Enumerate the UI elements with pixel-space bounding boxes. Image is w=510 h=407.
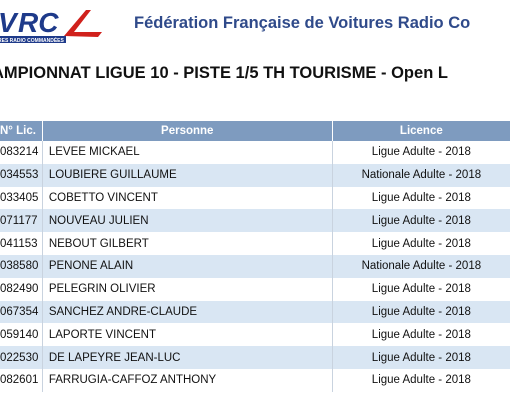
licence-type: Ligue Adulte - 2018 [371, 374, 471, 387]
licence-type: Ligue Adulte - 2018 [371, 237, 471, 250]
licence-number: 071177 [0, 214, 38, 227]
table-row: 041153 NEBOUT GILBERT Ligue Adulte - 201… [0, 232, 510, 255]
person-name: DE LAPEYRE JEAN-LUC [48, 351, 181, 364]
person-name: LEVEE MICKAEL [48, 146, 140, 159]
licence-number: 034553 [0, 169, 39, 182]
licence-number: 038580 [0, 260, 39, 273]
column-divider [41, 121, 43, 141]
table-row: 071177 NOUVEAU JULIEN Ligue Adulte - 201… [0, 209, 510, 233]
column-divider [331, 121, 333, 141]
licence-type: Ligue Adulte - 2018 [371, 328, 471, 341]
licence-number: 083214 [0, 146, 39, 159]
column-header-lic: N° Lic. [0, 125, 36, 137]
table-row: 033405 COBETTO VINCENT Ligue Adulte - 20… [0, 186, 510, 210]
column-header-licence: Licence [399, 125, 443, 137]
table-header: N° Lic. Personne Licence [0, 121, 510, 141]
licence-number: 022530 [0, 351, 39, 364]
svg-text:V: V [0, 7, 19, 38]
person-name: NEBOUT GILBERT [48, 237, 149, 250]
person-name: PENONE ALAIN [48, 260, 134, 273]
licence-type: Ligue Adulte - 2018 [371, 305, 471, 318]
licence-number: 082601 [0, 374, 39, 387]
table-row: 083214 LEVEE MICKAEL Ligue Adulte - 2018 [0, 141, 510, 164]
table-row: 059140 LAPORTE VINCENT Ligue Adulte - 20… [0, 323, 510, 347]
licence-type: Ligue Adulte - 2018 [371, 191, 471, 204]
column-header-person: Personne [161, 125, 214, 137]
person-name: PELEGRIN OLIVIER [48, 283, 156, 296]
table-row: 022530 DE LAPEYRE JEAN-LUC Ligue Adulte … [0, 346, 510, 369]
page-title: AMPIONNAT LIGUE 10 - PISTE 1/5 TH TOURIS… [0, 64, 448, 82]
table-row: 082490 PELEGRIN OLIVIER Ligue Adulte - 2… [0, 277, 510, 301]
person-name: FARRUGIA-CAFFOZ ANTHONY [48, 374, 217, 387]
licence-type: Ligue Adulte - 2018 [371, 146, 471, 159]
licence-type: Nationale Adulte - 2018 [361, 260, 482, 273]
table-row: 034553 LOUBIERE GUILLAUME Nationale Adul… [0, 163, 510, 187]
person-name: SANCHEZ ANDRE-CLAUDE [48, 305, 198, 318]
licence-number: 041153 [0, 237, 38, 250]
licence-table: N° Lic. Personne Licence 083214 LEVEE MI… [0, 121, 510, 392]
svg-text:RC: RC [18, 7, 59, 38]
table-row: 067354 SANCHEZ ANDRE-CLAUDE Ligue Adulte… [0, 300, 510, 324]
licence-number: 067354 [0, 305, 39, 318]
person-name: LOUBIERE GUILLAUME [48, 169, 177, 182]
licence-number: 033405 [0, 191, 39, 204]
person-name: NOUVEAU JULIEN [48, 214, 149, 227]
licence-type: Ligue Adulte - 2018 [371, 351, 471, 364]
ffvrc-logo: V RC RES RADIO COMMANDÉES [0, 7, 102, 44]
svg-text:RES RADIO COMMANDÉES: RES RADIO COMMANDÉES [0, 36, 65, 44]
table-row: 038580 PENONE ALAIN Nationale Adulte - 2… [0, 254, 510, 278]
licence-type: Ligue Adulte - 2018 [371, 214, 471, 227]
licence-type: Nationale Adulte - 2018 [361, 169, 482, 182]
organization-name: Fédération Française de Voitures Radio C… [134, 14, 471, 32]
table-row: 082601 FARRUGIA-CAFFOZ ANTHONY Ligue Adu… [0, 368, 510, 392]
person-name: COBETTO VINCENT [48, 191, 158, 204]
licence-type: Ligue Adulte - 2018 [371, 283, 471, 296]
person-name: LAPORTE VINCENT [48, 328, 156, 341]
licence-number: 059140 [0, 328, 39, 341]
licence-number: 082490 [0, 283, 39, 296]
header: V RC RES RADIO COMMANDÉES Fédération Fra… [0, 0, 510, 50]
